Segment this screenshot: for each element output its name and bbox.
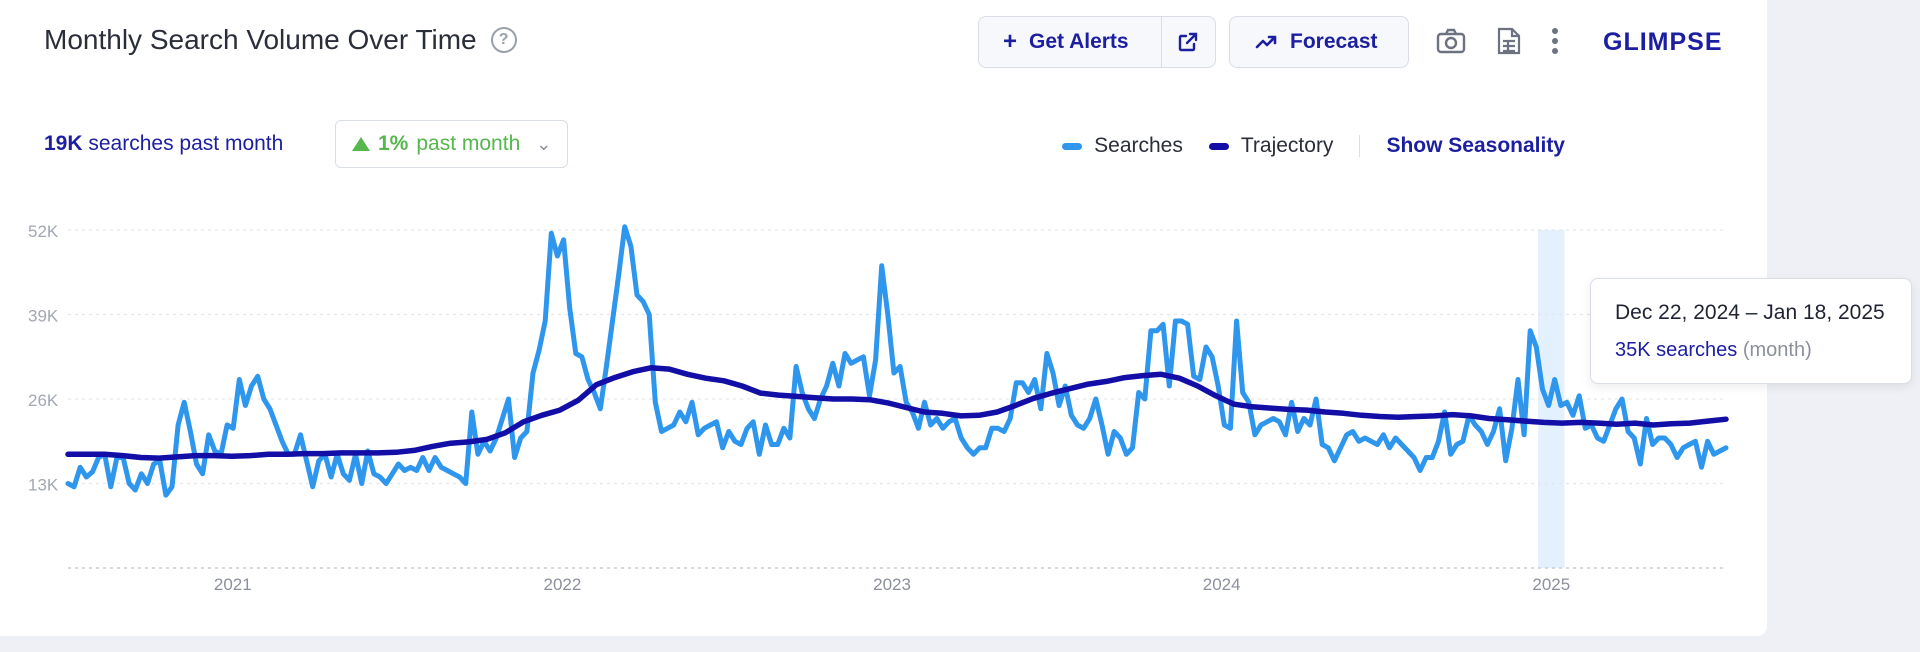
tooltip-period: (month) xyxy=(1742,339,1812,361)
chevron-down-icon: ⌄ xyxy=(536,133,552,154)
search-volume-chart[interactable]: 13K 26K 39K 52K 2021 2022 2023 2024 2025 xyxy=(0,200,1767,600)
y-tick-label: 13K xyxy=(28,476,59,495)
change-value: 1% xyxy=(378,132,409,155)
brand-logo[interactable]: GLIMPSE xyxy=(1603,28,1723,56)
alerts-button-group: + Get Alerts xyxy=(978,16,1216,68)
searches-swatch xyxy=(1062,142,1083,150)
get-alerts-button[interactable]: + Get Alerts xyxy=(979,17,1161,67)
up-triangle-icon xyxy=(352,137,370,151)
tooltip-value: 35K searches (month) xyxy=(1615,339,1887,362)
tooltip-searches: 35K searches xyxy=(1615,339,1738,361)
chart-tooltip: Dec 22, 2024 – Jan 18, 2025 35K searches… xyxy=(1590,278,1912,384)
trajectory-swatch xyxy=(1208,142,1229,150)
change-dropdown[interactable]: 1% past month ⌄ xyxy=(335,120,569,168)
title-row: Monthly Search Volume Over Time ? xyxy=(44,24,517,56)
x-tick-label: 2025 xyxy=(1532,575,1570,594)
trending-up-icon xyxy=(1255,35,1277,49)
x-tick-label: 2022 xyxy=(544,575,582,594)
legend-trajectory[interactable]: Trajectory xyxy=(1208,134,1334,158)
x-tick-label: 2023 xyxy=(873,575,911,594)
trajectory-line xyxy=(65,365,1729,461)
legend-trajectory-label: Trajectory xyxy=(1240,134,1334,157)
chart-legend: Searches Trajectory Show Seasonality xyxy=(1062,134,1565,158)
question-circle-icon[interactable]: ? xyxy=(490,27,517,53)
camera-icon[interactable] xyxy=(1436,26,1466,56)
external-link-icon xyxy=(1178,32,1198,52)
csv-document-icon[interactable] xyxy=(1494,26,1524,56)
plus-icon: + xyxy=(1003,28,1018,55)
external-link-button[interactable] xyxy=(1161,17,1215,67)
more-vertical-icon[interactable] xyxy=(1542,26,1568,56)
x-tick-label: 2021 xyxy=(214,575,252,594)
legend-searches[interactable]: Searches xyxy=(1062,134,1183,158)
y-tick-label: 39K xyxy=(28,307,59,326)
volume-value: 19K xyxy=(44,132,83,155)
forecast-button-group: Forecast xyxy=(1229,16,1409,68)
forecast-label: Forecast xyxy=(1290,30,1378,53)
chart-title: Monthly Search Volume Over Time xyxy=(44,24,477,55)
forecast-button[interactable]: Forecast xyxy=(1230,17,1408,67)
legend-divider xyxy=(1359,135,1361,157)
tooltip-date-range: Dec 22, 2024 – Jan 18, 2025 xyxy=(1615,301,1885,324)
change-text: past month xyxy=(416,132,521,155)
y-tick-label: 52K xyxy=(28,222,59,241)
show-seasonality-link[interactable]: Show Seasonality xyxy=(1386,134,1565,157)
volume-summary: 19K searches past month xyxy=(44,132,283,156)
x-tick-label: 2024 xyxy=(1203,575,1241,594)
chart-card: Monthly Search Volume Over Time ? + Get … xyxy=(0,0,1767,636)
y-tick-label: 26K xyxy=(28,391,59,410)
legend-searches-label: Searches xyxy=(1094,134,1183,157)
volume-text: searches past month xyxy=(88,132,284,155)
searches-line xyxy=(65,224,1729,498)
get-alerts-label: Get Alerts xyxy=(1029,30,1129,53)
